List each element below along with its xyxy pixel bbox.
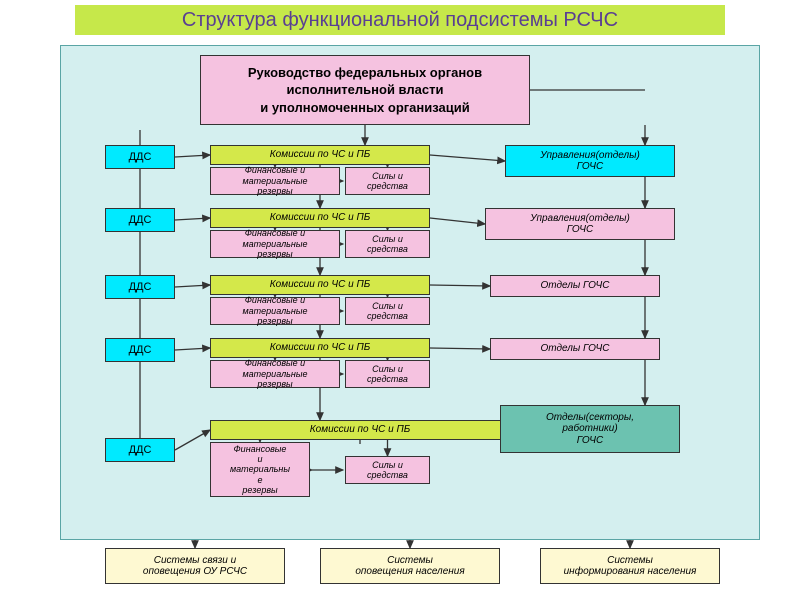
forces-box-0: Силы исредства xyxy=(345,167,430,195)
right-box-4: Отделы(секторы,работники)ГОЧС xyxy=(500,405,680,453)
commission-box-1: Комиссии по ЧС и ПБ xyxy=(210,208,430,228)
right-box-3: Отделы ГОЧС xyxy=(490,338,660,360)
fin-reserves-box-2: Финансовые иматериальныерезервы xyxy=(210,297,340,325)
right-box-2: Отделы ГОЧС xyxy=(490,275,660,297)
bottom-box-1: Системыоповещения населения xyxy=(320,548,500,584)
forces-box-4: Силы исредства xyxy=(345,456,430,484)
leadership-box: Руководство федеральных органовисполните… xyxy=(200,55,530,125)
forces-box-1: Силы исредства xyxy=(345,230,430,258)
commission-box-0: Комиссии по ЧС и ПБ xyxy=(210,145,430,165)
bottom-box-0: Системы связи иоповещения ОУ РСЧС xyxy=(105,548,285,584)
dds-box-2: ДДС xyxy=(105,275,175,299)
right-box-0: Управления(отделы)ГОЧС xyxy=(505,145,675,177)
fin-reserves-box-0: Финансовые иматериальныерезервы xyxy=(210,167,340,195)
forces-box-3: Силы исредства xyxy=(345,360,430,388)
commission-box-2: Комиссии по ЧС и ПБ xyxy=(210,275,430,295)
commission-box-3: Комиссии по ЧС и ПБ xyxy=(210,338,430,358)
bottom-box-2: Системыинформирования населения xyxy=(540,548,720,584)
dds-box-0: ДДС xyxy=(105,145,175,169)
title-bar: Структура функциональной подсистемы РСЧС xyxy=(75,5,725,35)
right-box-1: Управления(отделы)ГОЧС xyxy=(485,208,675,240)
dds-box-1: ДДС xyxy=(105,208,175,232)
fin-reserves-box-4: Финансовыеиматериальныерезервы xyxy=(210,442,310,497)
dds-box-4: ДДС xyxy=(105,438,175,462)
dds-box-3: ДДС xyxy=(105,338,175,362)
forces-box-2: Силы исредства xyxy=(345,297,430,325)
commission-box-4: Комиссии по ЧС и ПБ xyxy=(210,420,510,440)
fin-reserves-box-3: Финансовые иматериальныерезервы xyxy=(210,360,340,388)
fin-reserves-box-1: Финансовые иматериальныерезервы xyxy=(210,230,340,258)
